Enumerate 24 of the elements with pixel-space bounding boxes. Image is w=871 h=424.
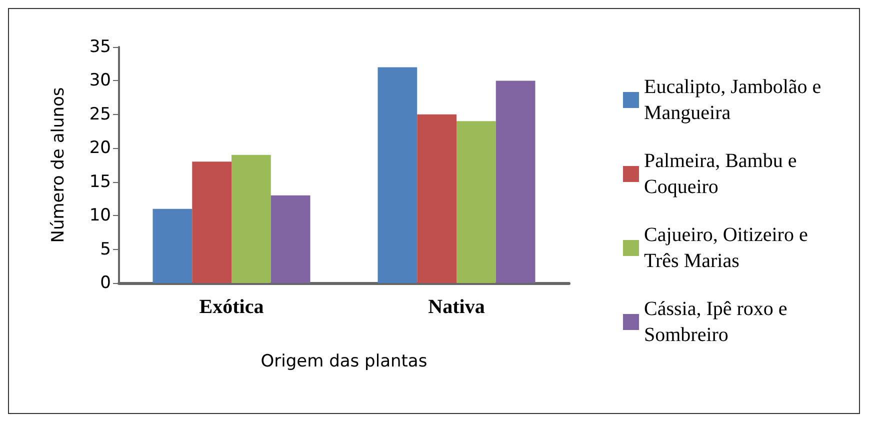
x-axis-title: Origem das plantas [260,352,428,372]
bar [192,162,232,283]
y-tick-label: 15 [89,172,111,192]
bar [232,154,271,283]
bar [417,114,456,283]
x-tick-label: Exótica [199,296,264,318]
x-tick-label: Nativa [428,296,485,318]
y-axis-title: Número de alunos [48,87,68,243]
legend-label: Cajueiro, Oitizeiro e Três Marias [644,224,813,272]
legend-label: Eucalipto, Jambolão e Mangueira [644,76,826,124]
bar [456,121,496,283]
y-tick-label: 10 [89,206,111,226]
y-tick-label: 20 [89,138,111,158]
y-tick-label: 0 [100,273,111,293]
bar [496,80,536,283]
bar [152,208,192,283]
bar [270,195,310,283]
y-tick-label: 25 [89,104,111,124]
legend-label: Palmeira, Bambu e Coqueiro [644,150,802,198]
legend-label: Cássia, Ipê roxo e Sombreiro [644,298,792,346]
bar [378,67,418,283]
y-tick-label: 5 [100,239,111,260]
y-tick-label: 30 [89,70,111,91]
y-tick-label: 35 [89,37,111,57]
